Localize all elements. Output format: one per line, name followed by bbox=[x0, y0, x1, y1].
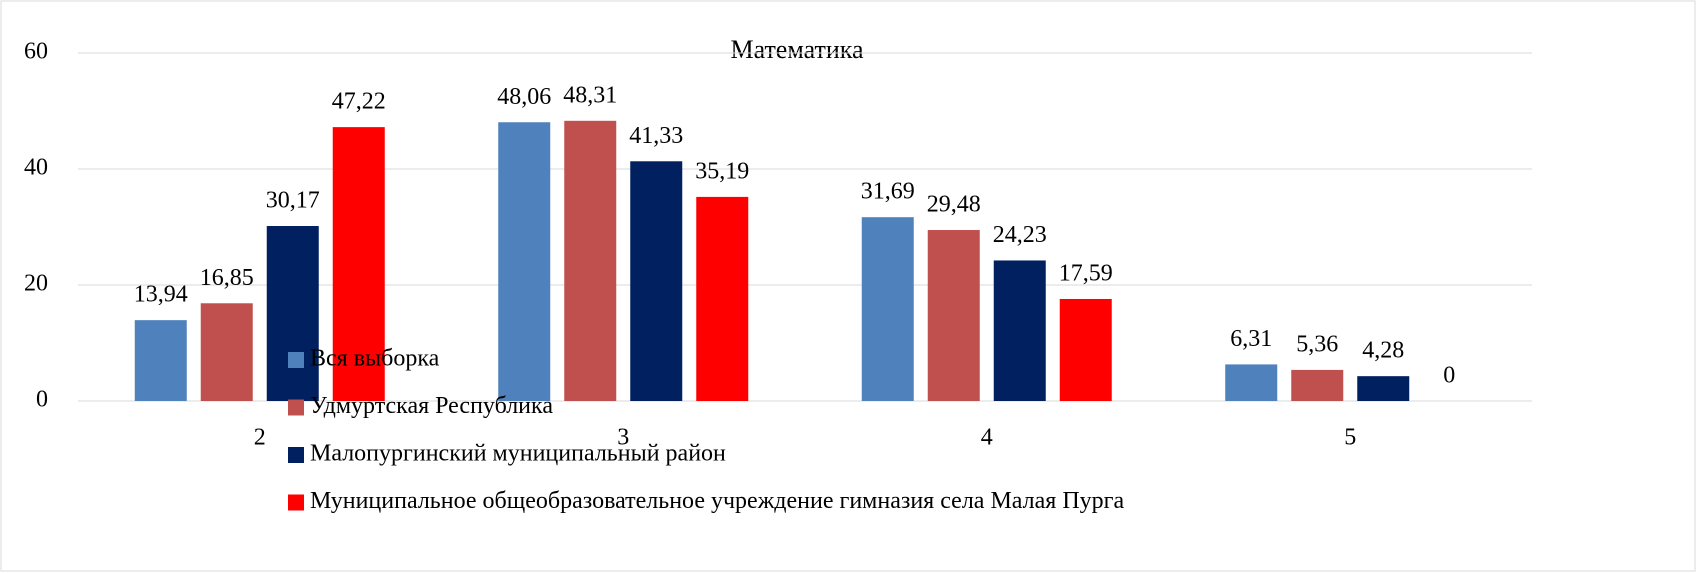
bar bbox=[696, 196, 749, 401]
legend-key bbox=[288, 399, 304, 416]
data-label: 48,31 bbox=[563, 82, 617, 108]
data-label: 24,23 bbox=[993, 222, 1047, 248]
y-tick-label: 0 bbox=[36, 387, 48, 413]
bar bbox=[630, 161, 683, 401]
data-label: 29,48 bbox=[927, 192, 981, 218]
x-tick-label: 3 bbox=[617, 425, 629, 451]
legend-key bbox=[288, 352, 304, 368]
data-label: 4,28 bbox=[1362, 338, 1404, 364]
chart-title: Математика bbox=[730, 35, 864, 64]
data-label: 5,36 bbox=[1296, 331, 1338, 357]
data-label: 16,85 bbox=[200, 265, 254, 291]
data-label: 17,59 bbox=[1059, 260, 1113, 286]
data-label: 30,17 bbox=[266, 188, 320, 214]
bar bbox=[1357, 376, 1410, 401]
bar bbox=[200, 303, 253, 401]
data-label: 0 bbox=[1443, 363, 1455, 389]
x-tick-label: 4 bbox=[981, 425, 993, 451]
bar bbox=[993, 260, 1046, 401]
bar bbox=[1291, 369, 1344, 401]
data-label: 13,94 bbox=[134, 282, 188, 308]
data-label: 48,06 bbox=[497, 84, 551, 110]
bar bbox=[498, 122, 551, 401]
data-label: 47,22 bbox=[332, 89, 386, 115]
x-tick-label: 5 bbox=[1344, 425, 1356, 451]
data-label: 6,31 bbox=[1230, 326, 1272, 352]
data-label: 41,33 bbox=[629, 123, 683, 149]
y-tick-label: 60 bbox=[24, 39, 48, 65]
y-tick-label: 20 bbox=[24, 271, 48, 297]
y-tick-label: 40 bbox=[24, 155, 48, 181]
bar bbox=[1059, 298, 1112, 401]
bar bbox=[861, 217, 914, 401]
bar bbox=[927, 230, 980, 401]
bar bbox=[564, 120, 617, 401]
bar bbox=[134, 320, 187, 401]
legend-label: Удмуртская Республика bbox=[310, 393, 553, 419]
legend-key bbox=[288, 494, 304, 511]
legend-label: Вся выборка bbox=[310, 346, 440, 372]
legend-label: Муниципальное общеобразовательное учрежд… bbox=[310, 488, 1124, 514]
bar bbox=[1225, 364, 1278, 401]
data-label: 35,19 bbox=[695, 158, 749, 184]
legend-key bbox=[288, 447, 304, 463]
legend-label: Малопургинский муниципальный район bbox=[310, 441, 726, 467]
x-tick-label: 2 bbox=[254, 425, 266, 451]
bar bbox=[266, 226, 319, 401]
data-label: 31,69 bbox=[861, 179, 915, 205]
bar bbox=[332, 127, 385, 402]
